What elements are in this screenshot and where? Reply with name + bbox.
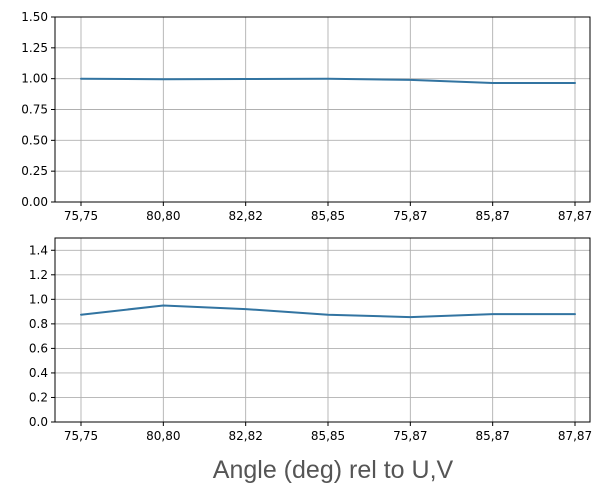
- y-tick-label: 1.0: [29, 292, 48, 306]
- y-tick-label: 0.25: [21, 164, 48, 178]
- y-tick-label: 1.00: [21, 72, 48, 86]
- x-tick-label: 80,80: [146, 209, 180, 223]
- y-tick-label: 1.50: [21, 10, 48, 24]
- x-tick-label: 87,87: [558, 429, 592, 443]
- x-tick-label: 85,85: [311, 209, 345, 223]
- x-tick-label: 80,80: [146, 429, 180, 443]
- subplot-top: 0.00 0.25 0.50 0.75 1.00 1.25 1.50 75,75 80,80 82…: [21, 10, 592, 223]
- x-tick-label: 82,82: [228, 429, 262, 443]
- x-tick-label: 87,87: [558, 209, 592, 223]
- y-tick-label: 0.75: [21, 103, 48, 117]
- x-axis-label: Angle (deg) rel to U,V: [213, 456, 454, 484]
- x-tick-label: 82,82: [228, 209, 262, 223]
- y-tick-label: 0.8: [29, 317, 48, 331]
- x-tick-label: 75,75: [64, 429, 98, 443]
- y-tick-label: 0.2: [29, 390, 48, 404]
- y-tick-label: 0.0: [29, 415, 48, 429]
- x-tick-label: 85,85: [311, 429, 345, 443]
- y-tick-label: 0.4: [29, 366, 48, 380]
- axes-frame: [54, 237, 591, 423]
- subplot-bottom: 0.0 0.2 0.4 0.6 0.8 1.0 1.2 1.4 75,75 80,80 82,82 8…: [29, 237, 592, 443]
- x-tick-label: 75,87: [393, 429, 427, 443]
- y-tick-label: 0.6: [29, 341, 48, 355]
- x-tick-label: 85,87: [475, 429, 509, 443]
- x-tick-label: 85,87: [475, 209, 509, 223]
- y-tick-label: 0.50: [21, 133, 48, 147]
- x-tick-label: 75,75: [64, 209, 98, 223]
- series-line: [80, 77, 576, 84]
- y-tick-label: 1.4: [29, 243, 48, 257]
- y-tick-label: 0.00: [21, 195, 48, 209]
- y-tick-label: 1.2: [29, 268, 48, 282]
- x-tick-label: 75,87: [393, 209, 427, 223]
- y-tick-label: 1.25: [21, 41, 48, 55]
- series-line: [80, 304, 576, 319]
